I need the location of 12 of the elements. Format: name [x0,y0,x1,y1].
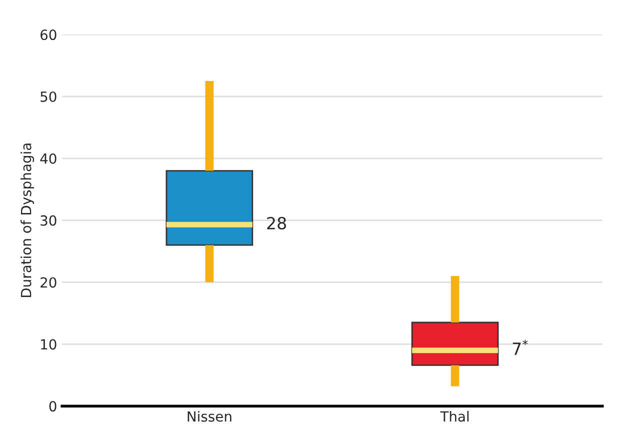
y-tick-label: 50 [40,91,56,102]
annotation: 7$^{*}$ [512,340,528,355]
x-tick-label: Nissen [188,410,232,422]
y-tick-label: 20 [40,277,56,288]
y-tick-label: 10 [41,339,56,350]
y-tick-label: 60 [40,30,56,40]
y-tick-label: 0 [49,401,56,412]
x-tick-label: Thal [440,410,469,422]
y-tick-label: 40 [40,153,56,164]
y-axis-title: Duration of Dysphagia [20,144,34,297]
y-tick-label: 30 [40,215,56,226]
annotation: 28 [267,216,286,230]
